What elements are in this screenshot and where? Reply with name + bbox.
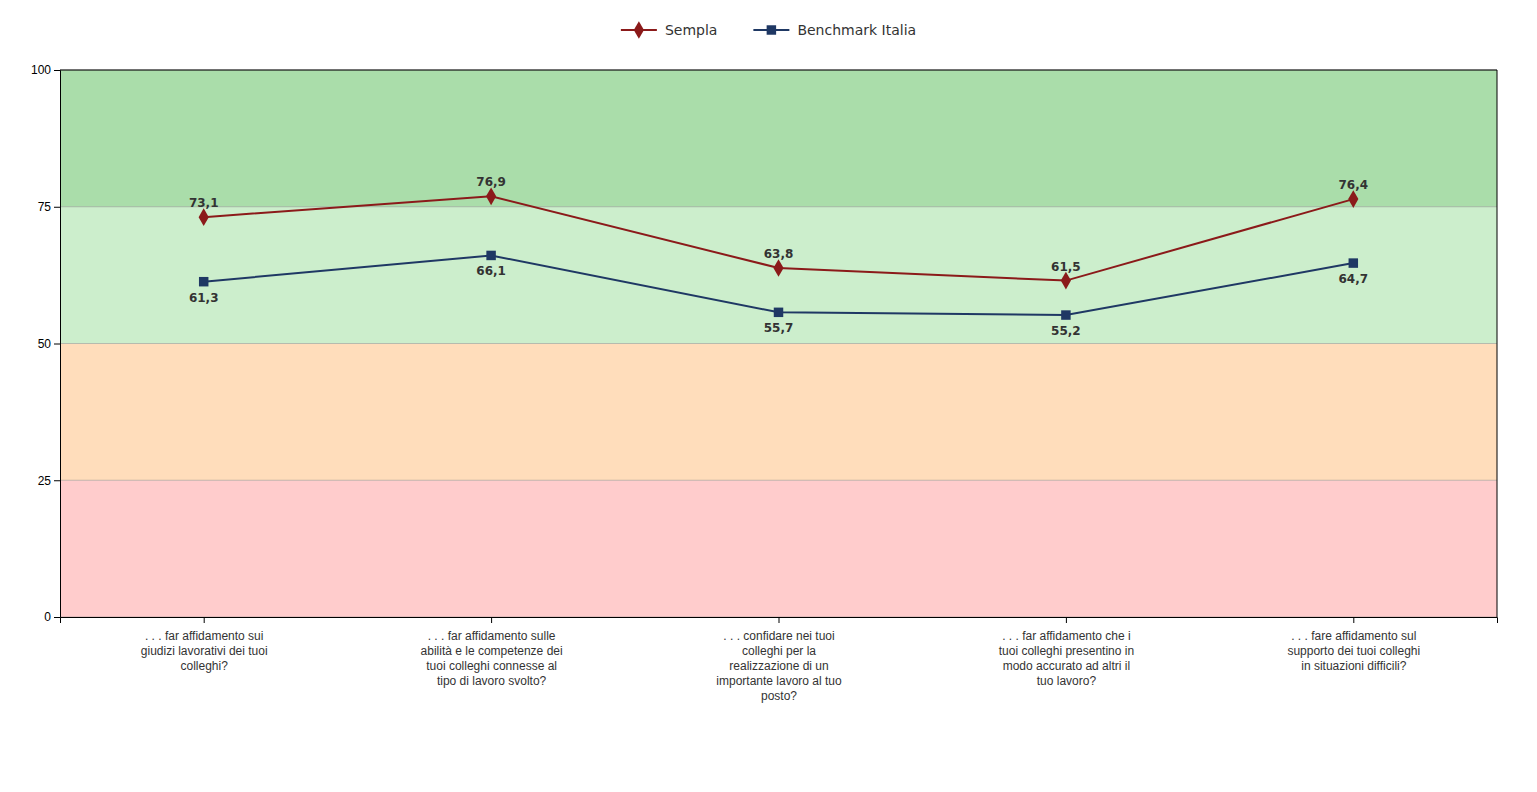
y-tick-mark [54,207,60,208]
data-label: 76,9 [476,175,506,189]
data-label: 55,7 [764,321,794,335]
data-label: 63,8 [764,247,794,261]
x-tick-label: . . . far affidamento suigiudizi lavorat… [141,629,268,673]
x-axis-line [61,618,1498,624]
y-tick: 100 [31,63,60,77]
grid-line [60,70,1497,71]
point [199,277,208,286]
data-label: 76,4 [1338,178,1368,192]
legend-marker [767,25,776,34]
point [773,259,783,277]
legend: Sempla Benchmark Italia [621,21,916,39]
point [774,308,783,317]
x-tick-mark [204,617,205,623]
x-tick: . . . far affidamento che ituoi colleghi… [999,617,1134,688]
x-tick-mark [1066,617,1067,623]
x-tick-mark [779,617,780,623]
y-tick-label: 0 [44,610,51,624]
plot: 0 25 50 75 100 . . . far affidamento suigiudi… [31,63,1498,702]
y-tick-label: 75 [38,200,52,214]
x-tick: . . . fare affidamento sulsupporto dei t… [1287,617,1420,673]
marks [199,188,1359,320]
legend-label: Benchmark Italia [797,22,916,38]
band [60,207,1497,344]
point [486,251,495,260]
x-tick-label: . . . far affidamento sulleabilità e le … [421,629,563,688]
point [1348,190,1358,208]
legend-marker [634,21,644,39]
data-label: 61,5 [1051,260,1081,274]
y-tick-mark [54,70,60,71]
y-tick-label: 25 [38,474,52,488]
y-tick-mark [54,344,60,345]
x-tick-label: . . . confidare nei tuoicolleghi per lar… [716,629,842,703]
y-tick: 75 [38,200,60,214]
point [486,188,496,206]
legend-item: Benchmark Italia [753,22,916,38]
grid [60,70,1497,617]
y-tick-label: 100 [31,63,51,77]
x-tick: . . . confidare nei tuoicolleghi per lar… [716,617,842,703]
frame [1497,70,1498,617]
y-tick: 0 [44,610,60,624]
series-line [204,255,1354,315]
legend-item: Sempla [621,21,718,39]
x-tick: . . . far affidamento suigiudizi lavorat… [141,617,268,673]
point [199,208,209,226]
data-label: 61,3 [189,291,219,305]
point [1061,310,1070,319]
series-line [204,196,1354,280]
y-axis: 0 25 50 75 100 [31,63,61,624]
x-tick: . . . far affidamento sulleabilità e le … [421,617,563,688]
y-tick-label: 50 [38,337,52,351]
data-label: 66,1 [476,264,506,278]
y-axis-line [54,71,61,618]
x-tick-mark [1353,617,1354,623]
y-tick-mark [54,480,60,481]
y-tick-mark [54,617,60,618]
x-tick-label: . . . far affidamento che ituoi colleghi… [999,629,1134,688]
band [60,70,1497,207]
data-labels: 73,1 76,9 63,8 61,5 76,4 61,3 66,1 55,7 55,2 64,7 [189,175,1368,338]
x-tick-label: . . . fare affidamento sulsupporto dei t… [1287,629,1420,673]
bands [60,70,1497,617]
band [60,344,1497,481]
point [1061,272,1071,290]
point [1349,258,1358,267]
data-label: 55,2 [1051,324,1081,338]
legend-label: Sempla [665,22,718,38]
grid-line [60,206,1497,207]
grid-line [60,343,1497,344]
band [60,480,1497,617]
data-label: 73,1 [189,196,219,210]
x-tick-mark [491,617,492,623]
data-label: 64,7 [1338,272,1368,286]
frame [60,70,1497,71]
chart: 0 25 50 75 100 . . . far affidamento suigiudi… [0,0,1537,792]
y-tick: 25 [38,474,60,488]
grid-line [60,480,1497,481]
y-tick: 50 [38,337,60,351]
x-axis: . . . far affidamento suigiudizi lavorat… [61,617,1498,703]
